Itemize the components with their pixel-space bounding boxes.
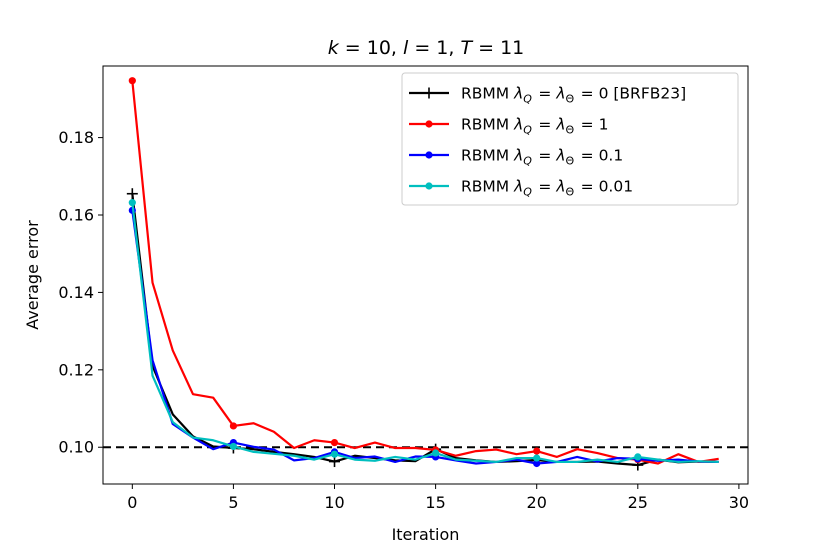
- series-line: [131, 202, 719, 464]
- legend-label: RBMM λQ = λΘ = 1: [461, 116, 608, 137]
- x-tick-label: 5: [228, 493, 238, 512]
- legend-label: RBMM λQ = λΘ = 0.1: [461, 147, 623, 168]
- legend-entry: RBMM λQ = λΘ = 1: [409, 116, 608, 137]
- data-point: [330, 450, 339, 458]
- series-3: [128, 199, 719, 464]
- chart-title: k = 10, l = 1, T = 11: [328, 37, 525, 59]
- data-point: [432, 449, 440, 457]
- y-axis-title: Average error: [23, 220, 42, 330]
- data-point: [330, 438, 339, 447]
- data-point: [126, 188, 138, 200]
- series-2: [128, 206, 719, 468]
- series-0: [126, 188, 719, 471]
- x-tick-label: 20: [527, 493, 547, 512]
- x-tick-label: 10: [324, 493, 344, 512]
- y-tick-label: 0.10: [58, 438, 94, 457]
- data-point: [329, 456, 341, 468]
- plot-area-frame: [102, 65, 749, 485]
- legend-label: RBMM λQ = λΘ = 0 [BRFB23]: [461, 85, 686, 106]
- data-point: [229, 442, 238, 451]
- legend-entry: RBMM λQ = λΘ = 0 [BRFB23]: [409, 85, 686, 106]
- data-point: [128, 77, 136, 85]
- data-point: [533, 454, 541, 462]
- data-point: [533, 459, 541, 468]
- y-tick-label: 0.16: [58, 206, 94, 225]
- x-axis-title: Iteration: [392, 525, 460, 544]
- x-tick-label: 25: [628, 493, 648, 512]
- y-tick-label: 0.12: [58, 360, 94, 379]
- data-point: [128, 199, 136, 207]
- y-tick-label: 0.14: [58, 283, 94, 302]
- legend-label: RBMM λQ = λΘ = 0.01: [461, 178, 633, 199]
- x-tick-label: 0: [127, 493, 137, 512]
- data-point: [229, 422, 238, 430]
- x-tick-label: 15: [425, 493, 445, 512]
- legend-entry: RBMM λQ = λΘ = 0.01: [409, 178, 633, 199]
- x-tick-label: 30: [729, 493, 749, 512]
- series-line: [131, 193, 719, 467]
- y-tick-label: 0.18: [58, 128, 94, 147]
- legend-entry: RBMM λQ = λΘ = 0.1: [409, 147, 623, 168]
- data-point: [634, 453, 642, 461]
- series-line: [131, 210, 719, 465]
- data-point: [533, 447, 541, 455]
- legend-box: [401, 72, 739, 206]
- legend: RBMM λQ = λΘ = 0 [BRFB23] RBMM λQ = λΘ = …: [401, 72, 739, 206]
